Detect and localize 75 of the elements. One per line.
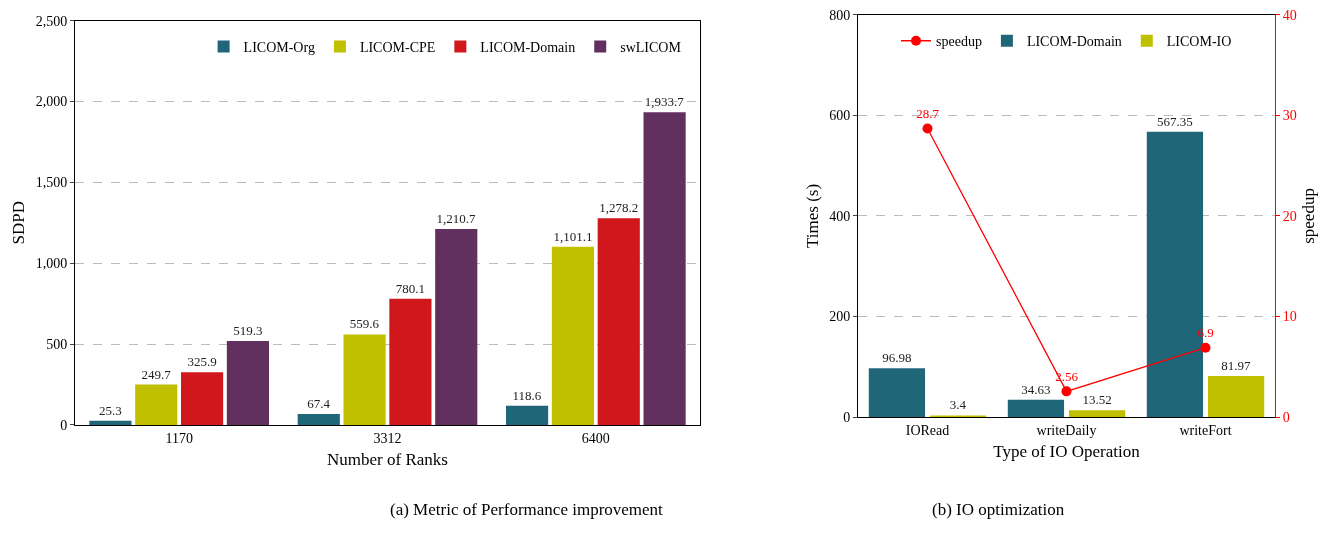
x-axis-title: Number of Ranks — [327, 450, 448, 470]
data-label: 67.4 — [307, 396, 331, 411]
data-label: 780.1 — [395, 280, 426, 296]
point — [1200, 342, 1211, 353]
point — [922, 123, 933, 134]
data-label: 249.7 — [141, 366, 172, 382]
data-label: 325.9 — [187, 354, 217, 370]
legend-label: LICOM-Domain — [1026, 34, 1122, 50]
bar — [551, 246, 594, 425]
data-label: 34.63 — [1021, 381, 1051, 397]
y-tick-label: 800 — [829, 7, 851, 23]
y-tick-label: 1,000 — [35, 256, 68, 272]
text: (a) Metric of Performance improvement — [390, 500, 664, 519]
bar — [89, 420, 132, 425]
bar — [181, 372, 224, 425]
data-label: 1,101.1 — [553, 228, 593, 244]
x-axis-title: Type of IO Operation — [993, 442, 1141, 462]
y-tick-label: 200 — [829, 309, 851, 325]
data-label: 559.6 — [349, 316, 380, 332]
data-label: 28.7 — [916, 105, 940, 121]
y-tick-label: 500 — [46, 336, 68, 352]
data-label: 13.52 — [1082, 392, 1112, 408]
y-tick-label: 1,500 — [35, 175, 68, 191]
y-tick-label: 2,000 — [35, 94, 68, 110]
y-tick-label: 600 — [829, 108, 851, 124]
text: (b) IO optimization — [932, 500, 1065, 519]
bar — [389, 298, 432, 425]
x-tick-label: IORead — [905, 422, 950, 438]
bar — [135, 384, 178, 425]
x-tick-label: writeDaily — [1036, 422, 1097, 438]
legend-label: speedup — [936, 34, 982, 50]
x-tick-label: writeFort — [1179, 422, 1232, 438]
data-label: 81.97 — [1221, 357, 1251, 373]
data-label: 118.6 — [512, 387, 542, 403]
data-label: 567.35 — [1157, 113, 1193, 129]
y2-tick-label: 30 — [1282, 108, 1297, 124]
bar — [343, 334, 386, 425]
legend-label: swLICOM — [620, 40, 682, 56]
data-label: 1,210.7 — [436, 211, 476, 227]
bar — [1068, 410, 1126, 418]
bar — [597, 218, 640, 425]
x-tick-label: 1170 — [165, 430, 193, 446]
point — [1061, 386, 1072, 397]
bar — [297, 414, 340, 425]
bar — [506, 405, 549, 425]
data-label: 25.3 — [99, 402, 122, 418]
y-tick-label: 0 — [60, 417, 68, 433]
y-tick-label: 400 — [829, 208, 851, 224]
y-axis-title: Times (s) — [802, 183, 822, 248]
y-axis-title: SDPD — [9, 201, 29, 245]
bar — [1007, 399, 1065, 418]
y2-tick-label: 20 — [1282, 208, 1297, 224]
legend-label: LICOM-Org — [243, 40, 315, 56]
x-tick-label: 6400 — [581, 430, 610, 446]
bar — [929, 415, 987, 418]
data-label: 519.3 — [233, 322, 263, 338]
bar — [868, 368, 926, 418]
y-tick-label: 2,500 — [35, 13, 68, 29]
data-label: 3.4 — [949, 397, 967, 413]
y2-tick-label: 0 — [1282, 410, 1290, 426]
bar — [643, 112, 686, 425]
bar — [226, 340, 269, 425]
legend-label: LICOM-CPE — [359, 40, 436, 56]
bar — [1207, 375, 1265, 418]
data-label: 1,278.2 — [599, 200, 639, 216]
legend-label: LICOM-IO — [1166, 34, 1232, 50]
data-label: 1,933.7 — [644, 94, 685, 110]
legend-label: LICOM-Domain — [480, 40, 576, 56]
data-label: 96.98 — [882, 350, 912, 366]
y-tick-label: 0 — [843, 410, 851, 426]
y2-axis-title: speedup — [1299, 188, 1319, 244]
bar — [435, 229, 478, 425]
y2-tick-label: 40 — [1282, 7, 1297, 23]
x-tick-label: 3312 — [373, 430, 402, 446]
y2-tick-label: 10 — [1282, 309, 1297, 325]
